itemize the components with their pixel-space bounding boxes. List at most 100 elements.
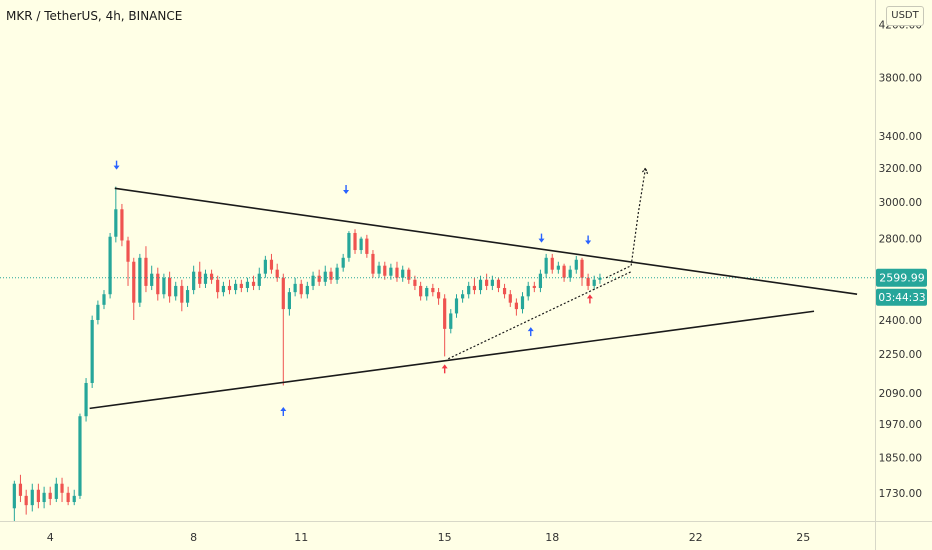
last-price-tag xyxy=(876,268,927,287)
candle-down xyxy=(436,292,441,299)
candle-up xyxy=(108,236,112,295)
candle-up xyxy=(185,290,190,303)
candle-down xyxy=(496,279,501,288)
x-tick-label: 4 xyxy=(47,531,54,544)
x-tick-label: 25 xyxy=(796,531,810,544)
candle-down xyxy=(508,294,512,303)
candle-up xyxy=(293,283,297,293)
arrow-head xyxy=(343,190,350,195)
candle-down xyxy=(550,257,554,270)
candle-down xyxy=(239,283,243,288)
candle-down xyxy=(216,279,220,293)
candle-up xyxy=(174,285,178,297)
arrow-head xyxy=(586,294,593,299)
x-tick-label: 22 xyxy=(689,531,703,544)
y-tick-label: 2250.00 xyxy=(879,349,922,361)
candle-up xyxy=(221,285,226,293)
candle-down xyxy=(24,495,28,506)
candle-down xyxy=(48,492,52,499)
candle-up xyxy=(568,269,572,278)
y-tick-label: 2800.00 xyxy=(879,234,922,246)
countdown-tag xyxy=(876,288,927,306)
candle-up xyxy=(461,294,465,299)
rising-trendline xyxy=(448,271,632,360)
last-price-label: 2599.99 xyxy=(879,272,925,285)
candle-down xyxy=(383,265,387,276)
candle-down xyxy=(126,240,130,262)
candle-up xyxy=(425,287,429,297)
x-axis-panel xyxy=(0,521,932,550)
candle-down xyxy=(198,271,202,284)
support-line xyxy=(89,310,815,410)
projection-path xyxy=(605,168,647,279)
candle-down xyxy=(514,302,518,310)
candle-up xyxy=(335,267,339,280)
y-tick-label: 2090.00 xyxy=(879,388,922,400)
candle-down xyxy=(586,277,590,286)
candle-up xyxy=(323,271,327,282)
y-tick-label: 3400.00 xyxy=(879,131,922,143)
candle-up xyxy=(574,259,578,270)
arrow-head xyxy=(441,364,448,369)
candle-up xyxy=(389,267,393,276)
candle-down xyxy=(36,489,40,503)
candle-down xyxy=(353,232,357,251)
candle-down xyxy=(275,269,279,278)
x-tick-label: 15 xyxy=(438,531,452,544)
candle-down xyxy=(365,238,369,254)
arrow-head xyxy=(113,165,120,170)
arrow-down-icon xyxy=(538,233,545,243)
candle-down xyxy=(132,261,136,303)
candle-down xyxy=(180,285,184,303)
candle-down xyxy=(317,275,321,282)
arrow-up-icon xyxy=(527,327,534,337)
countdown-label: 03:44:33 xyxy=(878,292,925,304)
candle-down xyxy=(144,257,148,286)
candle-up xyxy=(287,292,291,310)
candle-up xyxy=(467,285,471,295)
candle-down xyxy=(251,281,256,286)
resistance-line xyxy=(114,187,858,296)
candle-down xyxy=(485,279,489,286)
arrow-up-icon xyxy=(441,364,448,374)
candle-up xyxy=(592,279,596,286)
candle-up xyxy=(42,492,46,503)
candle-up xyxy=(257,273,261,286)
candle-up xyxy=(192,271,196,291)
candle-up xyxy=(311,275,315,286)
candle-up xyxy=(72,495,76,503)
y-tick-label: 2400.00 xyxy=(879,315,922,327)
candle-up xyxy=(54,483,58,499)
candle-down xyxy=(419,285,423,297)
candle-up xyxy=(150,273,154,286)
y-tick-label: 3800.00 xyxy=(879,72,922,84)
candle-down xyxy=(227,285,232,291)
candle-up xyxy=(162,277,166,295)
candle-up xyxy=(598,277,602,280)
candle-down xyxy=(168,277,172,297)
projection-arrowhead xyxy=(641,166,649,174)
candle-up xyxy=(490,279,494,286)
arrow-head xyxy=(280,406,287,411)
candle-up xyxy=(520,296,525,310)
candle-down xyxy=(299,283,303,295)
candle-up xyxy=(305,285,309,295)
candle-down xyxy=(431,287,435,293)
candle-up xyxy=(84,382,88,417)
arrow-down-icon xyxy=(343,185,350,195)
candle-down xyxy=(281,277,285,310)
x-tick-label: 11 xyxy=(294,531,308,544)
candle-up xyxy=(359,238,363,251)
candle-up xyxy=(538,273,543,288)
candle-up xyxy=(96,304,100,320)
candle-down xyxy=(395,267,399,278)
y-tick-label: 1970.00 xyxy=(879,419,922,431)
candle-down xyxy=(407,269,411,280)
candle-up xyxy=(245,281,250,288)
currency-button[interactable]: USDT xyxy=(886,6,924,26)
candle-up xyxy=(556,265,560,270)
candle-up xyxy=(102,294,106,305)
candle-up xyxy=(30,489,34,506)
